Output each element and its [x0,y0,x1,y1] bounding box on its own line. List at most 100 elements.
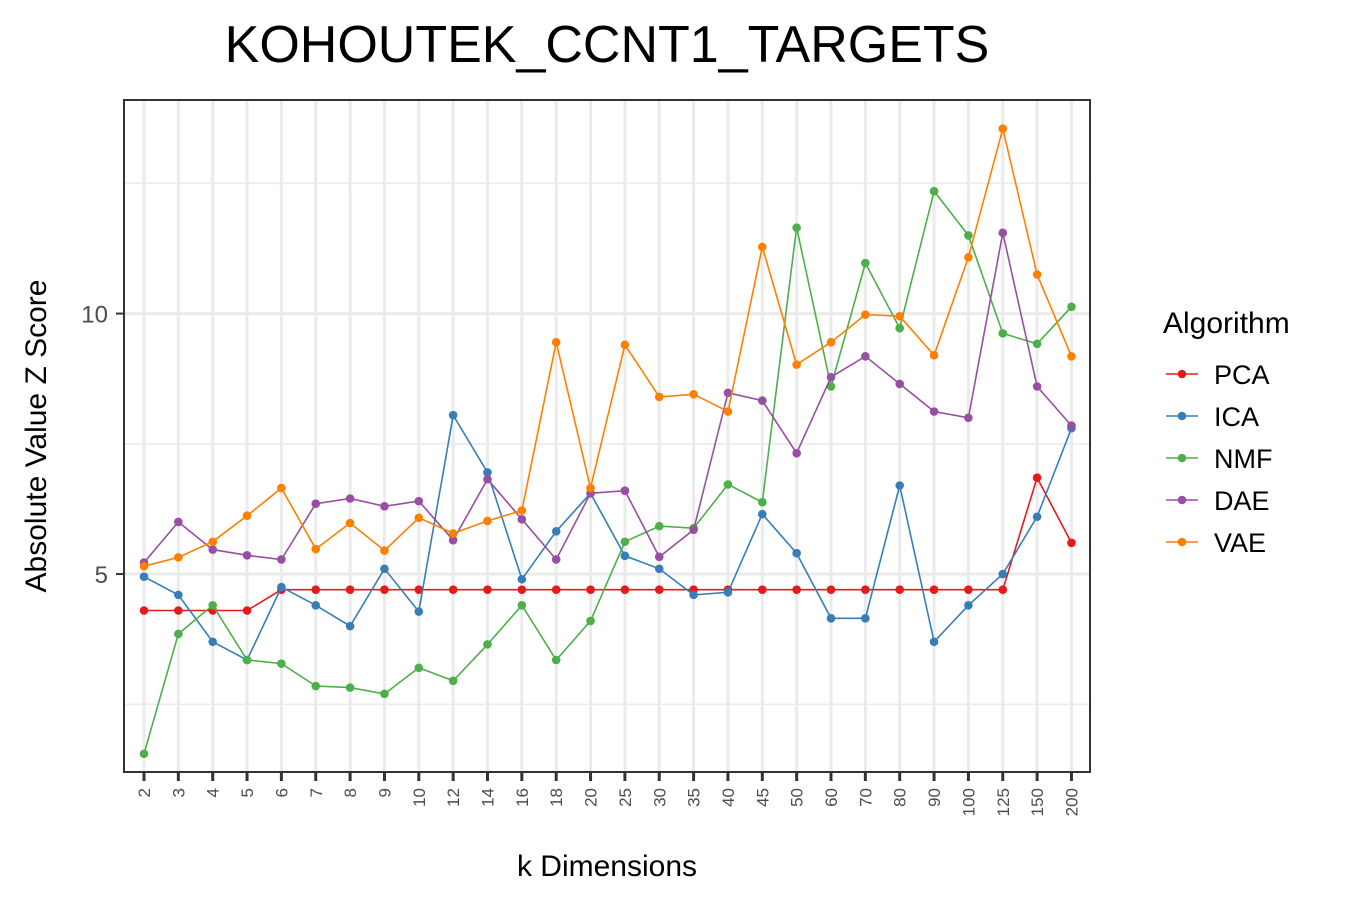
x-tick-label: 4 [204,788,223,797]
data-point-nmf [345,683,355,692]
data-point-nmf [998,329,1008,338]
data-point-nmf [139,749,149,759]
data-point-dae [311,499,321,509]
data-point-nmf [929,186,939,196]
data-point-vae [723,407,733,416]
x-tick-label: 14 [479,788,498,807]
x-tick-label: 3 [169,788,188,797]
data-point-pca [861,585,870,594]
x-tick-label: 125 [994,788,1013,816]
data-point-pca [551,585,561,594]
data-point-dae [998,228,1008,238]
data-point-dae [1067,421,1076,430]
data-point-pca [345,585,355,594]
x-tick-label: 100 [959,788,978,816]
series-vae [139,124,1076,571]
x-axis: 2 3 4 5 6 7 8 9 10 12 14 16 18 20 25 30 35 40 45 50 60 70 80 90… [135,772,1081,816]
data-point-dae [620,486,630,495]
data-point-pca [826,585,836,594]
x-tick-label: 25 [616,788,635,807]
x-tick-label: 70 [856,788,875,807]
data-point-vae [586,483,595,493]
data-point-dae [792,448,801,458]
data-point-ica [929,637,939,647]
data-point-dae [929,407,939,416]
data-point-pca [242,606,252,615]
data-point-vae [826,337,836,347]
data-point-ica [345,621,355,631]
data-point-ica [654,564,664,574]
data-point-nmf [861,258,870,268]
data-point-nmf [380,689,389,699]
x-tick-label: 150 [1028,788,1047,816]
data-point-ica [620,551,630,561]
legend-label: DAE [1214,486,1270,516]
data-point-pca [483,585,492,594]
data-point-dae [861,351,870,361]
x-tick-label: 20 [582,788,601,807]
data-point-nmf [174,629,183,639]
data-point-ica [139,572,149,581]
y-axis: 5 10 [81,302,124,589]
legend-entry-dae: DAE [1166,486,1270,516]
data-point-ica [1032,512,1042,522]
data-point-pca [964,585,973,594]
x-tick-label: 12 [444,788,463,807]
data-point-pca [139,606,149,615]
data-point-pca [1067,538,1076,548]
legend-entry-vae: VAE [1166,528,1266,558]
data-point-vae [1032,270,1042,279]
data-point-nmf [586,616,595,626]
data-point-pca [620,585,630,594]
data-point-nmf [792,223,801,232]
data-point-dae [551,555,561,564]
data-point-vae [654,392,664,402]
data-point-ica [483,468,492,477]
x-tick-label: 8 [341,788,360,797]
data-point-dae [380,502,389,511]
x-tick-label: 5 [238,788,257,797]
data-point-nmf [758,497,767,507]
x-tick-label: 18 [547,788,566,807]
data-point-pca [174,606,183,615]
data-point-nmf [723,480,733,489]
data-point-ica [448,410,458,420]
data-point-dae [448,535,458,545]
data-point-ica [689,590,698,600]
data-point-nmf [895,323,904,333]
data-point-nmf [242,655,252,665]
data-point-vae [139,561,149,571]
data-point-pca [448,585,458,594]
data-point-pca [517,585,527,594]
data-point-ica [174,590,183,600]
data-point-ica [208,637,217,647]
data-point-nmf [1032,339,1042,349]
x-tick-label: 30 [650,788,669,807]
data-point-nmf [620,537,630,547]
x-tick-label: 45 [753,788,772,807]
data-point-dae [964,413,973,423]
data-point-pca [414,585,424,594]
data-point-vae [620,340,630,350]
data-point-vae [448,529,458,538]
data-point-vae [551,337,561,347]
data-point-dae [208,545,217,554]
x-tick-label: 80 [891,788,910,807]
data-point-nmf [311,681,321,691]
x-tick-label: 9 [375,788,394,797]
legend-key-point [1177,411,1187,421]
data-point-dae [174,517,183,527]
data-point-ica [277,582,286,592]
data-point-nmf [551,655,561,665]
data-point-vae [345,518,355,528]
series-line-ica [143,412,1073,662]
series-ica [139,410,1076,665]
data-point-nmf [414,663,424,673]
legend-key-point [1177,453,1187,463]
data-point-dae [277,555,286,564]
data-point-nmf [1067,302,1076,312]
legend-entry-pca: PCA [1166,360,1270,390]
data-point-pca [654,585,664,594]
data-point-nmf [277,659,286,668]
